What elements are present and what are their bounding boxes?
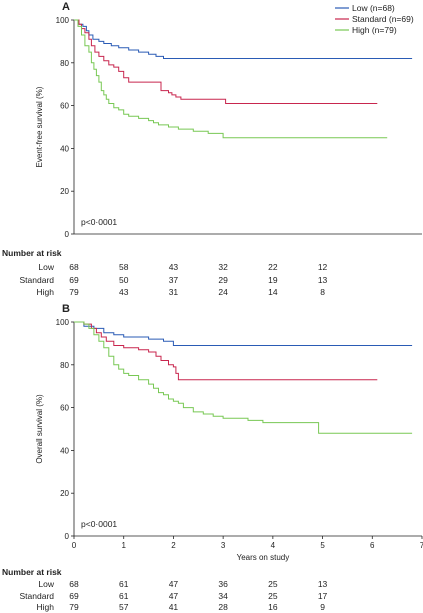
risk-count: 61 [119, 591, 129, 601]
risk-count: 50 [119, 275, 129, 285]
y-axis-label: Event-free survival (%) [35, 86, 44, 167]
x-tick-label: 7 [420, 541, 423, 550]
risk-count: 57 [119, 602, 129, 612]
risk-count: 36 [218, 579, 228, 589]
x-tick-label: 5 [320, 541, 325, 550]
x-tick-label: 2 [171, 541, 176, 550]
risk-count: 24 [218, 287, 228, 297]
y-tick-label: 0 [65, 532, 70, 541]
series-line-standard [74, 19, 378, 104]
risk-count: 28 [218, 602, 228, 612]
risk-count: 61 [119, 579, 129, 589]
risk-row-label: Standard [20, 591, 55, 601]
risk-row-label: Low [38, 262, 54, 272]
legend-entry: Low (n=68) [352, 3, 395, 13]
risk-table-title: Number at risk [2, 248, 62, 258]
x-tick-label: 3 [221, 541, 226, 550]
risk-count: 8 [320, 287, 325, 297]
risk-count: 43 [169, 262, 179, 272]
risk-count: 58 [119, 262, 129, 272]
y-tick-label: 80 [60, 59, 69, 68]
x-tick-label: 6 [370, 541, 375, 550]
risk-count: 19 [268, 275, 278, 285]
risk-count: 9 [320, 602, 325, 612]
risk-count: 69 [69, 591, 79, 601]
panel-label: B [62, 303, 70, 315]
series-line-low [74, 321, 413, 346]
risk-table: Number at risk Low 68 58 43 32 22 12 Standard 69 5… [2, 248, 328, 297]
risk-row-label: High [37, 602, 55, 612]
risk-row-label: Low [38, 579, 54, 589]
series-line-high [74, 321, 413, 434]
x-axis-label: Years on study [237, 553, 290, 562]
y-tick-label: 20 [60, 489, 69, 498]
risk-count: 47 [169, 591, 179, 601]
risk-count: 32 [218, 262, 228, 272]
risk-count: 47 [169, 579, 179, 589]
risk-count: 12 [318, 262, 328, 272]
risk-count: 22 [268, 262, 278, 272]
p-value-annotation: p<0·0001 [81, 519, 117, 529]
risk-count: 68 [69, 579, 79, 589]
x-tick-label: 0 [72, 541, 77, 550]
p-value-annotation: p<0·0001 [81, 217, 117, 227]
risk-count: 25 [268, 579, 278, 589]
risk-count: 14 [268, 287, 278, 297]
legend-entry: Standard (n=69) [352, 14, 414, 24]
risk-count: 17 [318, 591, 328, 601]
x-tick-label: 4 [271, 541, 276, 550]
y-tick-label: 40 [60, 144, 69, 153]
legend-entry: High (n=79) [352, 25, 397, 35]
y-tick-label: 80 [60, 361, 69, 370]
series-line-standard [74, 321, 378, 381]
risk-row-label: Standard [20, 275, 55, 285]
risk-count: 31 [169, 287, 179, 297]
y-tick-label: 100 [56, 16, 70, 25]
x-tick-label: 1 [121, 541, 126, 550]
risk-count: 41 [169, 602, 179, 612]
chart-panel-a: A 0 20 40 60 80 100 Event-free survival (%) p<0·… [2, 1, 422, 297]
y-tick-label: 60 [60, 102, 69, 111]
risk-count: 79 [69, 287, 79, 297]
y-tick-label: 100 [56, 318, 70, 327]
series-line-low [74, 19, 413, 59]
legend: Low (n=68)Standard (n=69)High (n=79) [335, 3, 414, 35]
risk-count: 69 [69, 275, 79, 285]
risk-count: 16 [268, 602, 278, 612]
y-axis-label: Overall survival (%) [35, 394, 44, 464]
risk-count: 34 [218, 591, 228, 601]
risk-count: 68 [69, 262, 79, 272]
risk-count: 25 [268, 591, 278, 601]
risk-row-label: High [37, 287, 55, 297]
risk-table: Number at risk Low 68 61 47 36 25 13 Standard 69 6… [2, 567, 328, 612]
panel-label: A [62, 1, 70, 13]
risk-table-title: Number at risk [2, 567, 62, 577]
y-tick-label: 20 [60, 187, 69, 196]
risk-count: 79 [69, 602, 79, 612]
risk-count: 13 [318, 275, 328, 285]
y-tick-label: 60 [60, 404, 69, 413]
risk-count: 13 [318, 579, 328, 589]
risk-count: 43 [119, 287, 129, 297]
risk-count: 29 [218, 275, 228, 285]
y-tick-label: 40 [60, 446, 69, 455]
series-line-high [74, 19, 388, 139]
y-tick-label: 0 [65, 230, 70, 239]
risk-count: 37 [169, 275, 179, 285]
